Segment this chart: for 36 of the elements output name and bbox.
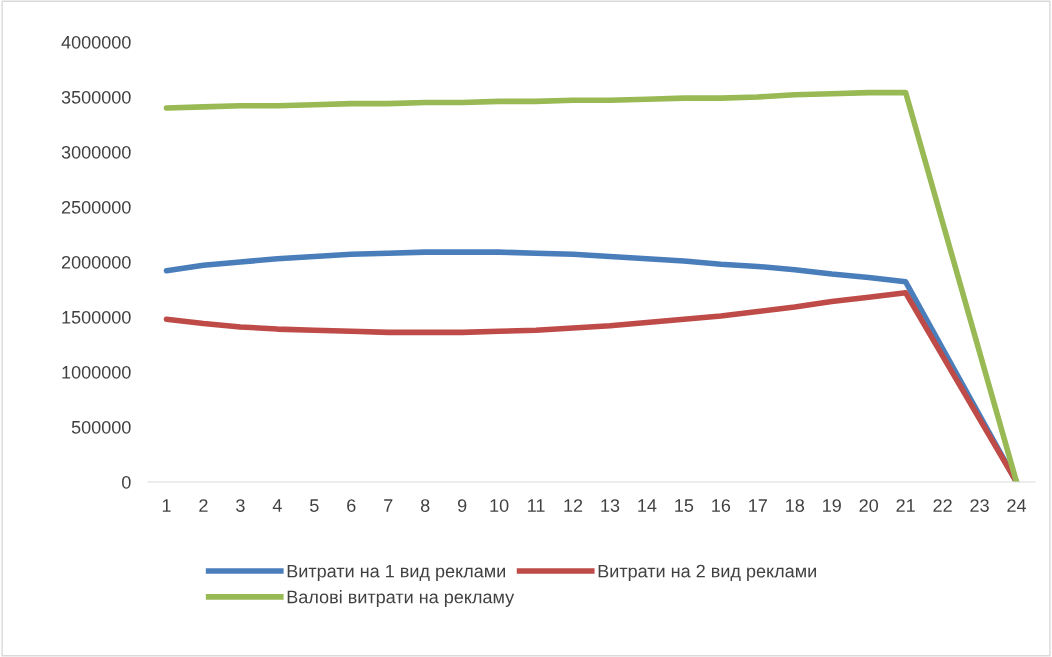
y-tick-label: 1000000 (62, 365, 131, 379)
x-tick-label: 24 (1007, 499, 1027, 512)
y-tick-label: 500000 (71, 420, 131, 434)
legend-label: Витрати на 2 вид реклами (598, 564, 816, 582)
x-tick-label: 10 (490, 499, 509, 512)
y-tick-label: 4000000 (61, 35, 131, 49)
x-tick-label: 8 (420, 499, 430, 512)
y-tick-label: 2500000 (61, 200, 131, 214)
y-tick-label: 0 (122, 475, 131, 489)
legend-label: Витрати на 1 вид реклами (287, 564, 506, 582)
x-tick-label: 3 (236, 499, 245, 512)
x-tick-label: 7 (384, 499, 393, 512)
x-tick-label: 23 (970, 499, 989, 512)
x-tick-label: 20 (859, 499, 879, 512)
x-tick-label: 9 (457, 499, 467, 512)
y-tick-label: 3500000 (61, 90, 131, 104)
x-tick-label: 1 (162, 499, 171, 512)
x-tick-label: 21 (896, 499, 915, 512)
x-tick-label: 4 (272, 499, 282, 512)
y-tick-label: 3000000 (61, 145, 131, 159)
y-tick-label: 2000000 (61, 255, 131, 269)
x-tick-label: 18 (786, 499, 805, 512)
x-tick-label: 19 (823, 499, 841, 512)
x-tick-label: 2 (199, 499, 208, 512)
y-tick-label: 1500000 (62, 310, 131, 324)
x-tick-label: 16 (712, 499, 731, 512)
x-tick-label: 22 (933, 499, 952, 512)
x-tick-label: 5 (310, 499, 319, 512)
x-tick-label: 15 (675, 499, 694, 512)
x-tick-label: 11 (528, 499, 545, 512)
x-tick-label: 13 (601, 499, 620, 512)
x-tick-label: 6 (347, 499, 356, 512)
x-tick-label: 17 (749, 499, 767, 512)
x-tick-label: 14 (638, 499, 657, 512)
legend-label: Валові витрати на рекламу (287, 590, 515, 607)
x-tick-label: 12 (564, 499, 583, 512)
